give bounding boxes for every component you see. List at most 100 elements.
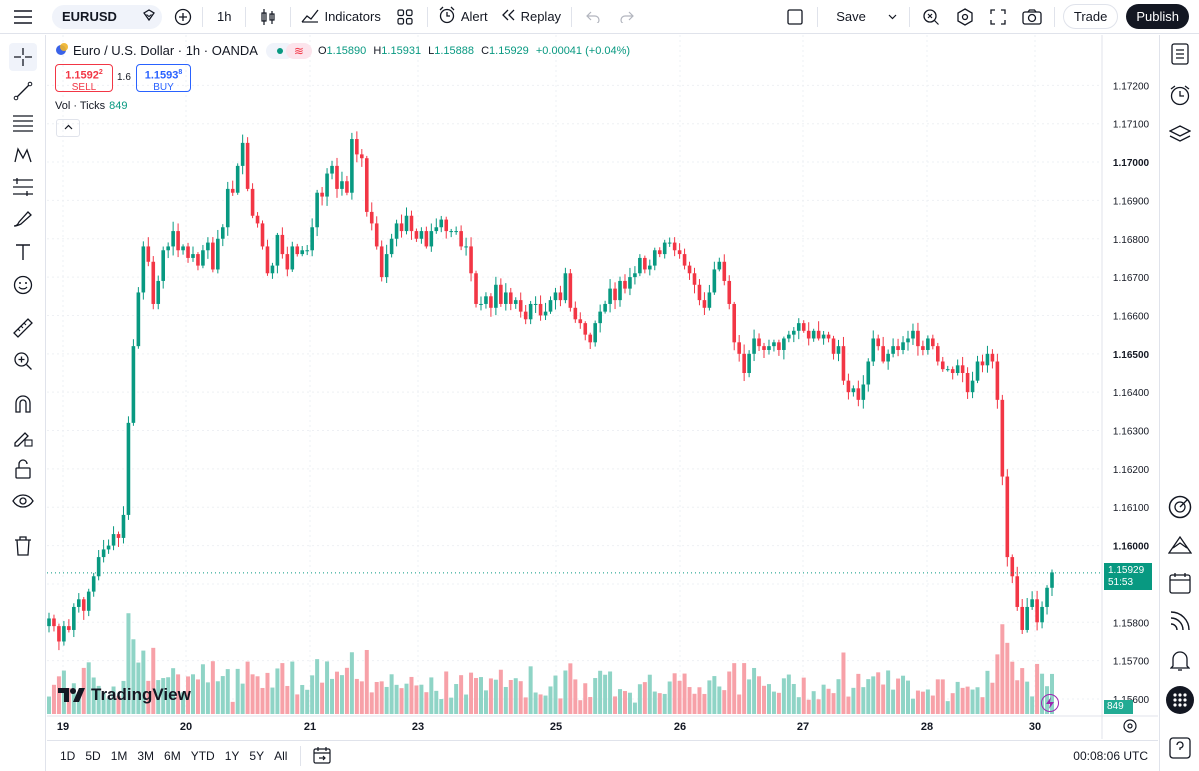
volume-bar (71, 683, 76, 714)
candle-body (648, 265, 652, 270)
y-tick-label: 1.15800 (1113, 618, 1150, 629)
volume-bar (543, 695, 548, 714)
fullscreen-square-icon[interactable] (777, 0, 813, 34)
volume-bar (642, 682, 647, 714)
quick-search-icon[interactable] (914, 0, 948, 34)
replay-button[interactable]: Replay (494, 0, 567, 34)
redo-icon[interactable] (610, 0, 644, 34)
indicators-button[interactable]: Indicators (295, 0, 386, 34)
apps-grid-icon[interactable] (1166, 686, 1194, 714)
range-3m[interactable]: 3M (137, 749, 155, 763)
volume-bar (186, 676, 191, 714)
alarm-clock-icon[interactable] (1166, 81, 1194, 109)
pattern-icon[interactable] (9, 141, 37, 169)
lightning-icon[interactable] (1041, 694, 1059, 712)
fib-retracement-icon[interactable] (9, 109, 37, 137)
candle-body (419, 231, 424, 239)
range-1d[interactable]: 1D (60, 749, 76, 763)
save-button[interactable]: Save (836, 9, 866, 24)
compare-plus-icon[interactable] (168, 0, 198, 34)
volume-bar (672, 673, 677, 714)
settings-gear-icon[interactable] (948, 0, 982, 34)
volume-bar (608, 671, 613, 714)
candle-body (469, 246, 473, 274)
tradingview-logo[interactable]: TradingView (58, 685, 191, 705)
candle-body (548, 300, 553, 312)
ruler-icon[interactable] (9, 314, 37, 342)
candle-body (896, 346, 900, 350)
target-icon[interactable] (1166, 493, 1194, 521)
layers-icon[interactable] (1166, 121, 1194, 149)
candle-body (176, 231, 180, 251)
clock-time[interactable]: 00:08:06 UTC (1073, 749, 1148, 763)
volume-bar (225, 669, 230, 714)
forecast-icon[interactable] (9, 173, 37, 201)
smiley-icon[interactable] (9, 271, 37, 299)
range-1m[interactable]: 1M (110, 749, 128, 763)
symbol-search[interactable]: EURUSD (52, 4, 162, 29)
undo-icon[interactable] (576, 0, 610, 34)
candle-body (315, 192, 319, 228)
ideas-icon[interactable] (1166, 531, 1194, 559)
chevron-up-icon[interactable] (56, 119, 80, 137)
volume-bar (757, 676, 762, 714)
lock-drawing-icon[interactable] (9, 423, 37, 451)
volume-bar (449, 697, 454, 714)
text-icon[interactable] (9, 238, 37, 266)
publish-button[interactable]: Publish (1126, 4, 1189, 29)
volume-bar (945, 701, 950, 714)
candle-body (434, 227, 439, 232)
candle-body (285, 254, 290, 270)
trash-icon[interactable] (9, 532, 37, 560)
bell-icon[interactable] (1166, 647, 1194, 675)
eye-icon[interactable] (9, 487, 37, 515)
volume-bar (682, 673, 687, 714)
delay-icon[interactable]: ≋ (285, 42, 312, 59)
range-6m[interactable]: 6M (164, 749, 181, 763)
candle-body (131, 346, 136, 423)
interval-button[interactable]: 1h (217, 9, 232, 24)
unlock-icon[interactable] (9, 455, 37, 483)
volume-bar (424, 692, 429, 714)
trend-line-icon[interactable] (9, 77, 37, 105)
candle-body (489, 296, 493, 308)
help-icon[interactable] (1166, 734, 1194, 762)
symbol-label: EURUSD (62, 9, 117, 24)
templates-icon[interactable] (387, 0, 423, 34)
news-feed-icon[interactable] (1166, 607, 1194, 635)
volume-bar (732, 663, 737, 714)
range-ytd[interactable]: YTD (190, 749, 215, 763)
buy-button[interactable]: 1.15938 BUY (136, 64, 191, 93)
candle-body (409, 215, 414, 232)
volume-bar (260, 687, 265, 714)
range-all[interactable]: All (274, 749, 288, 763)
candle-body (449, 231, 453, 233)
range-5y[interactable]: 5Y (249, 749, 265, 763)
fullscreen-icon[interactable] (982, 0, 1014, 34)
calendar-icon[interactable] (1166, 569, 1194, 597)
candle-body (722, 261, 727, 281)
candle-body (364, 158, 369, 212)
zoom-in-icon[interactable] (9, 347, 37, 375)
brush-icon[interactable] (9, 205, 37, 233)
price-chart[interactable]: 1.17200 1.17100 1.17000 1.16900 1.16800 1.167… (47, 35, 1158, 739)
candle-body (275, 234, 280, 266)
alert-button[interactable]: Alert (432, 0, 494, 34)
candle-body (270, 265, 275, 274)
crosshair-icon[interactable] (9, 43, 37, 71)
menu-icon[interactable] (0, 0, 46, 34)
sell-button[interactable]: 1.15922 SELL (55, 64, 113, 93)
range-5d[interactable]: 5D (85, 749, 101, 763)
trade-button[interactable]: Trade (1062, 4, 1119, 29)
diamond-icon[interactable] (142, 8, 156, 25)
chevron-down-icon[interactable] (880, 0, 905, 34)
watchlist-icon[interactable] (1166, 40, 1194, 68)
range-1y[interactable]: 1Y (224, 749, 240, 763)
candle-body (484, 296, 488, 304)
camera-icon[interactable] (1014, 0, 1050, 34)
candles-icon[interactable] (250, 0, 286, 34)
magnet-icon[interactable] (9, 390, 37, 418)
axis-settings-icon[interactable] (1122, 718, 1138, 737)
goto-date-icon[interactable] (313, 746, 332, 767)
volume-bar (940, 679, 945, 714)
